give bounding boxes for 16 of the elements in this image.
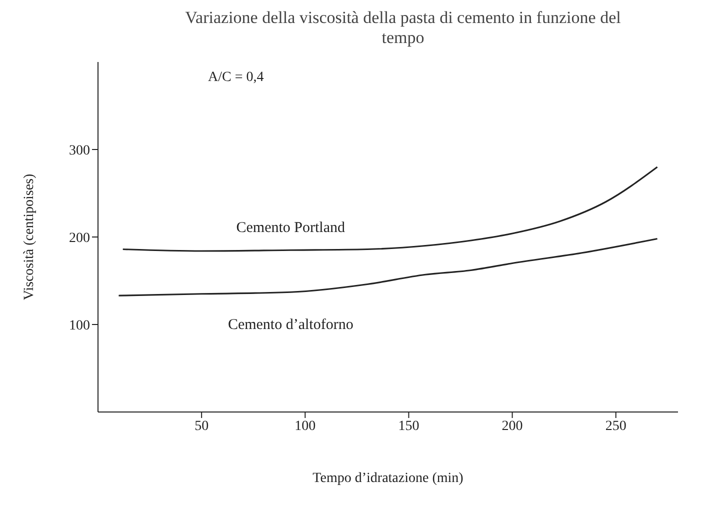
x-tick-label: 200 (502, 418, 523, 434)
y-axis-title: Viscosità (centipoises) (22, 174, 37, 300)
y-tick-label: 300 (69, 143, 90, 158)
y-tick-label: 100 (69, 318, 90, 334)
x-tick-label: 150 (398, 418, 420, 434)
chart-title: Variazione della viscosità della pasta di cemento in funzione del tempo (184, 8, 622, 49)
series-label: Cemento Portland (236, 220, 346, 236)
x-axis-title: Tempo d’idratazione (min) (312, 471, 464, 486)
x-tick-label: 50 (194, 418, 209, 434)
annotation: A/C = 0,4 (208, 70, 264, 86)
x-tick-label: 250 (605, 418, 626, 434)
x-tick-label: 100 (294, 418, 316, 434)
series-label: Cemento d’altoforno (228, 316, 354, 333)
y-tick-label: 200 (69, 230, 90, 246)
line-series (118, 238, 658, 296)
line-series (122, 166, 658, 252)
